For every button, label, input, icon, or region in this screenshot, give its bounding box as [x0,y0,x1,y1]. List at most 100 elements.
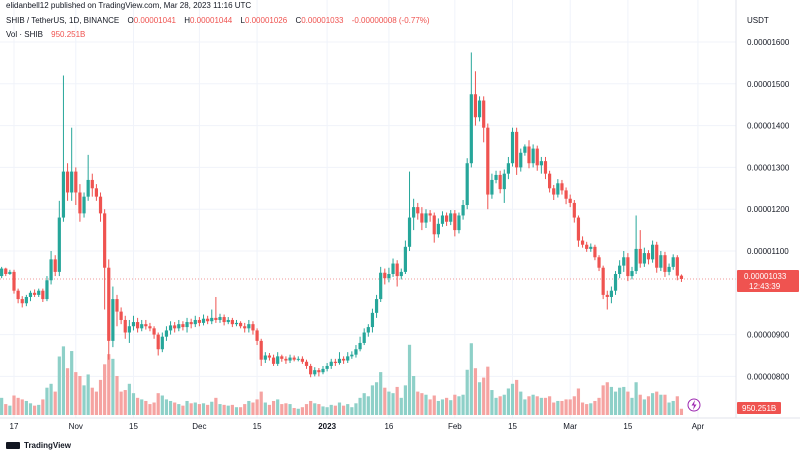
candle-body[interactable] [111,299,115,341]
candle-body[interactable] [313,370,317,375]
candle-body[interactable] [420,213,424,223]
candle-body[interactable] [379,272,383,300]
candle-body[interactable] [210,317,214,322]
candle-body[interactable] [86,179,90,197]
candle-body[interactable] [535,148,539,166]
candle-body[interactable] [523,146,527,153]
candle-body[interactable] [667,266,671,272]
candle-body[interactable] [123,319,127,333]
candle-body[interactable] [440,215,445,224]
candle-body[interactable] [576,217,581,241]
candle-body[interactable] [469,94,473,164]
candle-body[interactable] [127,326,131,333]
candle-body[interactable] [115,299,119,312]
candle-body[interactable] [399,271,403,277]
candle-body[interactable] [4,268,8,274]
candle-body[interactable] [436,223,440,235]
candle-body[interactable] [366,327,370,333]
candle-body[interactable] [251,324,255,331]
candle-body[interactable] [510,131,515,164]
candle-body[interactable] [622,257,626,266]
candle-body[interactable] [329,361,333,366]
candle-body[interactable] [247,324,251,329]
candle-body[interactable] [0,268,4,277]
candle-body[interactable] [560,183,564,191]
candle-body[interactable] [449,213,453,222]
candle-body[interactable] [580,240,585,245]
candle-body[interactable] [255,330,259,341]
candle-body[interactable] [564,190,568,199]
candle-body[interactable] [98,196,103,214]
candle-body[interactable] [218,317,222,320]
tradingview-logo[interactable]: TradingView [6,441,71,450]
candle-body[interactable] [168,325,173,331]
candle-body[interactable] [173,325,177,329]
candle-body[interactable] [230,319,234,325]
candle-body[interactable] [642,253,646,264]
candle-body[interactable] [181,324,185,328]
candle-body[interactable] [222,317,226,323]
candle-body[interactable] [515,131,519,168]
candle-body[interactable] [74,171,78,193]
candle-body[interactable] [585,244,589,249]
candle-body[interactable] [457,215,461,231]
candle-body[interactable] [82,196,86,214]
candle-body[interactable] [453,213,457,231]
candle-body[interactable] [350,354,354,357]
candle-body[interactable] [94,188,98,197]
candle-body[interactable] [539,161,543,166]
candle-body[interactable] [131,322,136,327]
candle-body[interactable] [156,334,160,350]
candle-body[interactable] [300,358,304,362]
candle-body[interactable] [284,358,288,361]
candle-body[interactable] [78,192,82,214]
candle-body[interactable] [659,255,663,268]
candle-body[interactable] [28,292,33,297]
candle-body[interactable] [152,328,156,335]
volume-label[interactable]: Vol · SHIB [6,30,43,39]
candle-body[interactable] [333,361,337,364]
candle-body[interactable] [107,267,111,341]
candle-body[interactable] [543,161,548,174]
candle-body[interactable] [638,248,642,264]
candle-body[interactable] [403,246,407,272]
candle-body[interactable] [276,356,280,364]
candle-body[interactable] [556,183,560,195]
candle-body[interactable] [601,267,605,295]
candle-body[interactable] [317,370,321,373]
candle-body[interactable] [263,355,267,360]
candle-body[interactable] [634,248,638,272]
candle-body[interactable] [37,290,41,295]
candle-body[interactable] [519,152,523,168]
candle-body[interactable] [613,273,618,291]
candle-body[interactable] [148,326,152,329]
candle-body[interactable] [271,357,276,364]
candle-body[interactable] [259,340,263,360]
candle-body[interactable] [119,311,123,320]
candle-body[interactable] [346,356,350,361]
candle-body[interactable] [679,275,684,280]
candle-body[interactable] [477,100,482,118]
candle-body[interactable] [354,349,358,355]
candle-body[interactable] [49,259,53,281]
candle-body[interactable] [424,213,428,223]
candle-body[interactable] [473,94,478,118]
candle-body[interactable] [482,100,486,128]
candle-body[interactable] [490,179,494,195]
candle-body[interactable] [234,322,239,325]
candle-body[interactable] [572,202,576,218]
candle-body[interactable] [374,299,379,313]
candle-body[interactable] [527,146,531,164]
candle-body[interactable] [214,317,218,320]
candle-body[interactable] [395,263,399,277]
candle-body[interactable] [552,188,556,195]
candle-body[interactable] [70,171,74,193]
candle-body[interactable] [416,207,420,214]
candle-body[interactable] [626,257,630,277]
candle-body[interactable] [646,253,651,260]
candle-body[interactable] [609,290,613,297]
candle-body[interactable] [45,280,49,300]
candle-body[interactable] [337,358,342,364]
candle-body[interactable] [206,318,210,322]
